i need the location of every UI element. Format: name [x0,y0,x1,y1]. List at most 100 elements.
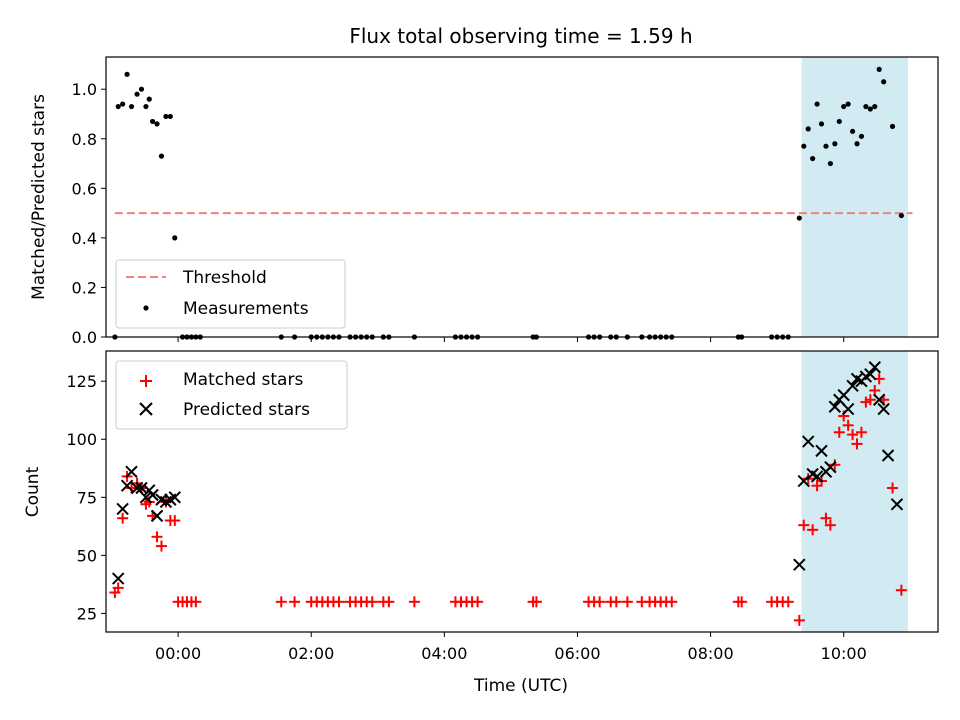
predicted-star-point [815,444,828,458]
predicted-star-point [150,509,164,523]
measurement-point [796,215,802,221]
predicted-star-point [802,435,815,448]
bottom-axes-frame [105,350,939,633]
matched-star-point [126,482,138,494]
legend-measurements-marker [143,305,149,311]
measurement-point [814,101,820,107]
measurement-point [801,143,807,149]
predicted-star-point [810,470,824,483]
predicted-star-point [139,491,153,504]
predicted-star-point [872,393,886,406]
measurement-point [134,91,140,97]
measurement-point [805,126,811,132]
measurement-point [836,118,842,125]
matched-star-point [621,596,633,608]
measurement-point [154,121,160,127]
legend-predicted-marker [139,402,153,416]
x-tick-label: 10:00 [821,644,867,663]
predicted-star-point [125,465,138,478]
matched-star-point [275,596,287,608]
predicted-stars-points [111,361,904,585]
legend-predicted-label: Predicted stars [183,400,310,420]
bottom-y-tick-label: 75 [77,488,97,507]
predicted-star-point [116,502,129,516]
bottom-legend-frame [115,360,348,430]
matched-star-point [112,582,124,594]
bottom-y-tick-label: 50 [77,546,97,565]
bottom-y-tick-label: 25 [77,604,97,623]
predicted-star-point [864,368,877,381]
measurement-point [149,118,156,125]
matched-star-point [798,519,810,531]
legend-matched-marker [140,375,152,387]
matched-star-point [793,614,805,626]
matched-star-point [782,596,794,608]
matched-star-point [807,524,819,536]
matched-star-point [151,531,163,543]
measurement-point [172,235,178,241]
matched-star-point [864,394,876,406]
top-legend-frame [115,259,346,329]
bottom-y-tick-label: 125 [66,372,97,391]
bottom-y-axis-label: Count [23,466,43,517]
bottom-y-tick-label: 100 [66,430,97,449]
top-highlight-span [801,57,909,337]
measurement-point [143,103,149,110]
measurement-point [120,101,126,107]
measurement-point [849,128,856,134]
top-y-tick-label: 1.0 [72,80,97,99]
matched-star-point [895,584,907,596]
matched-star-point [594,596,606,608]
measurement-point [841,103,847,110]
matched-star-point [155,540,167,552]
measurement-point [876,66,882,72]
matched-star-point [824,519,836,531]
matched-stars-points [109,373,907,626]
measurement-point [827,160,833,167]
matched-star-point [887,482,899,494]
predicted-star-point [146,488,159,502]
top-y-ticks: 0.0 0.2 0.4 0.6 0.8 1.0 [72,80,106,347]
x-tick-label: 00:00 [155,644,201,663]
measurement-point [845,101,851,107]
measurement-point [898,212,904,219]
x-tick-label: 06:00 [554,644,600,663]
top-axes-frame [105,56,939,338]
bottom-legend: Matched stars Predicted stars [115,360,348,430]
measurement-point [158,153,165,159]
x-tick-label: 02:00 [288,644,334,663]
chart-title: Flux total observing time = 1.59 h [349,24,692,48]
top-y-tick-label: 0.0 [72,328,97,347]
matched-star-point [366,596,378,608]
measurement-point [872,103,878,110]
top-legend: Threshold Measurements [115,259,346,329]
measurement-point [889,123,896,129]
measurement-point [823,143,829,149]
predicted-star-point [890,498,904,511]
measurement-point [858,133,865,139]
matched-star-point [833,426,845,438]
x-tick-label: 08:00 [688,644,734,663]
matched-star-point [829,459,841,471]
matched-star-point [383,596,395,608]
legend-matched-label: Matched stars [183,370,303,390]
top-y-tick-label: 0.2 [72,278,97,297]
predicted-star-point [793,558,806,571]
matched-star-point [847,429,859,441]
bottom-y-ticks: 25 50 75 100 125 [66,372,106,623]
measurement-point [818,121,825,127]
predicted-star-point [841,402,855,416]
measurement-point [810,155,816,162]
measurement-point [128,103,135,110]
predicted-star-point [877,402,890,416]
matched-star-point [855,426,867,438]
measurement-point [167,113,173,120]
predicted-star-point [797,474,810,488]
measurement-point [115,103,121,110]
matched-star-point [820,512,832,524]
predicted-star-point [111,572,125,585]
x-axis-label: Time (UTC) [473,676,568,696]
bottom-axes: 25 50 75 100 125 00:00 02:00 04:00 06:00 08:00 10… [23,350,939,696]
